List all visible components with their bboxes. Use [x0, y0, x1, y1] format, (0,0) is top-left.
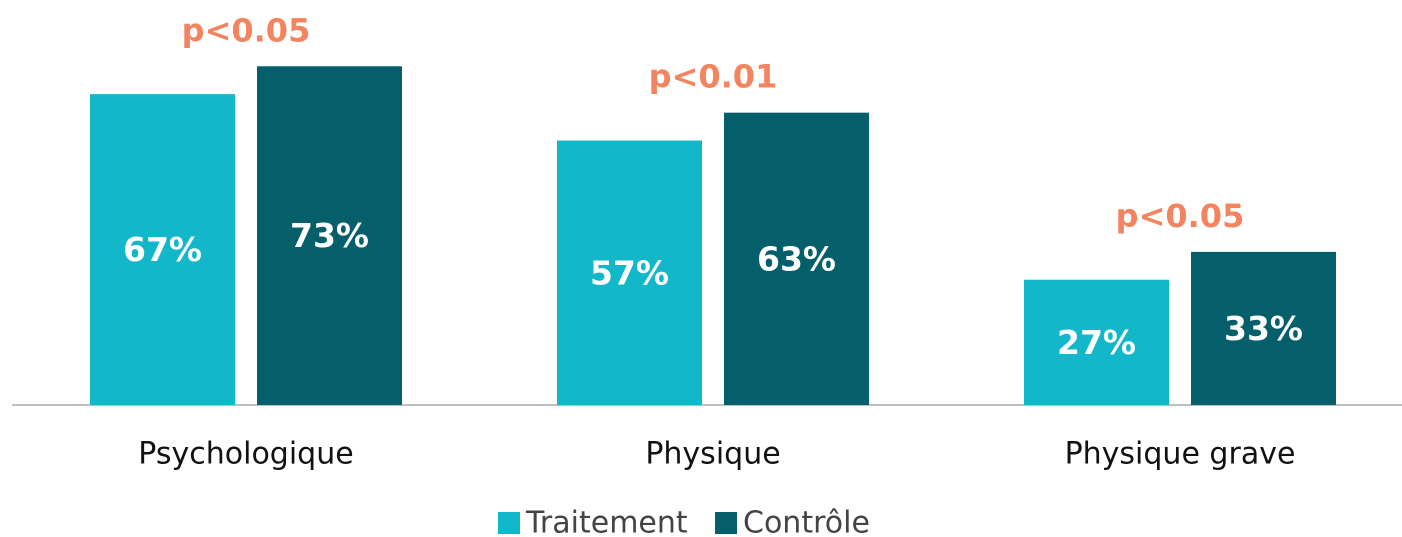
value-label: 57% — [590, 253, 669, 292]
x-tick-label: Physique grave — [1065, 437, 1296, 472]
x-tick-label: Psychologique — [138, 437, 353, 472]
legend-label: Traitement — [525, 506, 688, 537]
bar — [724, 112, 869, 406]
bar — [90, 94, 235, 406]
value-label: 27% — [1057, 323, 1136, 362]
annotation: p<0.05 — [1116, 197, 1245, 235]
annotation: p<0.01 — [649, 58, 778, 96]
value-label: 63% — [757, 239, 836, 278]
annotation: p<0.05 — [182, 11, 311, 49]
bar — [1191, 251, 1336, 405]
bar — [557, 140, 702, 405]
value-label: 73% — [290, 216, 369, 255]
bar — [257, 66, 402, 405]
value-label: 33% — [1224, 309, 1303, 348]
legend-swatch — [715, 512, 737, 534]
x-tick-label: Physique — [645, 437, 780, 472]
legend-label: Contrôle — [743, 506, 870, 537]
legend-swatch — [498, 512, 520, 534]
value-label: 67% — [123, 230, 202, 269]
bar — [1024, 279, 1169, 405]
